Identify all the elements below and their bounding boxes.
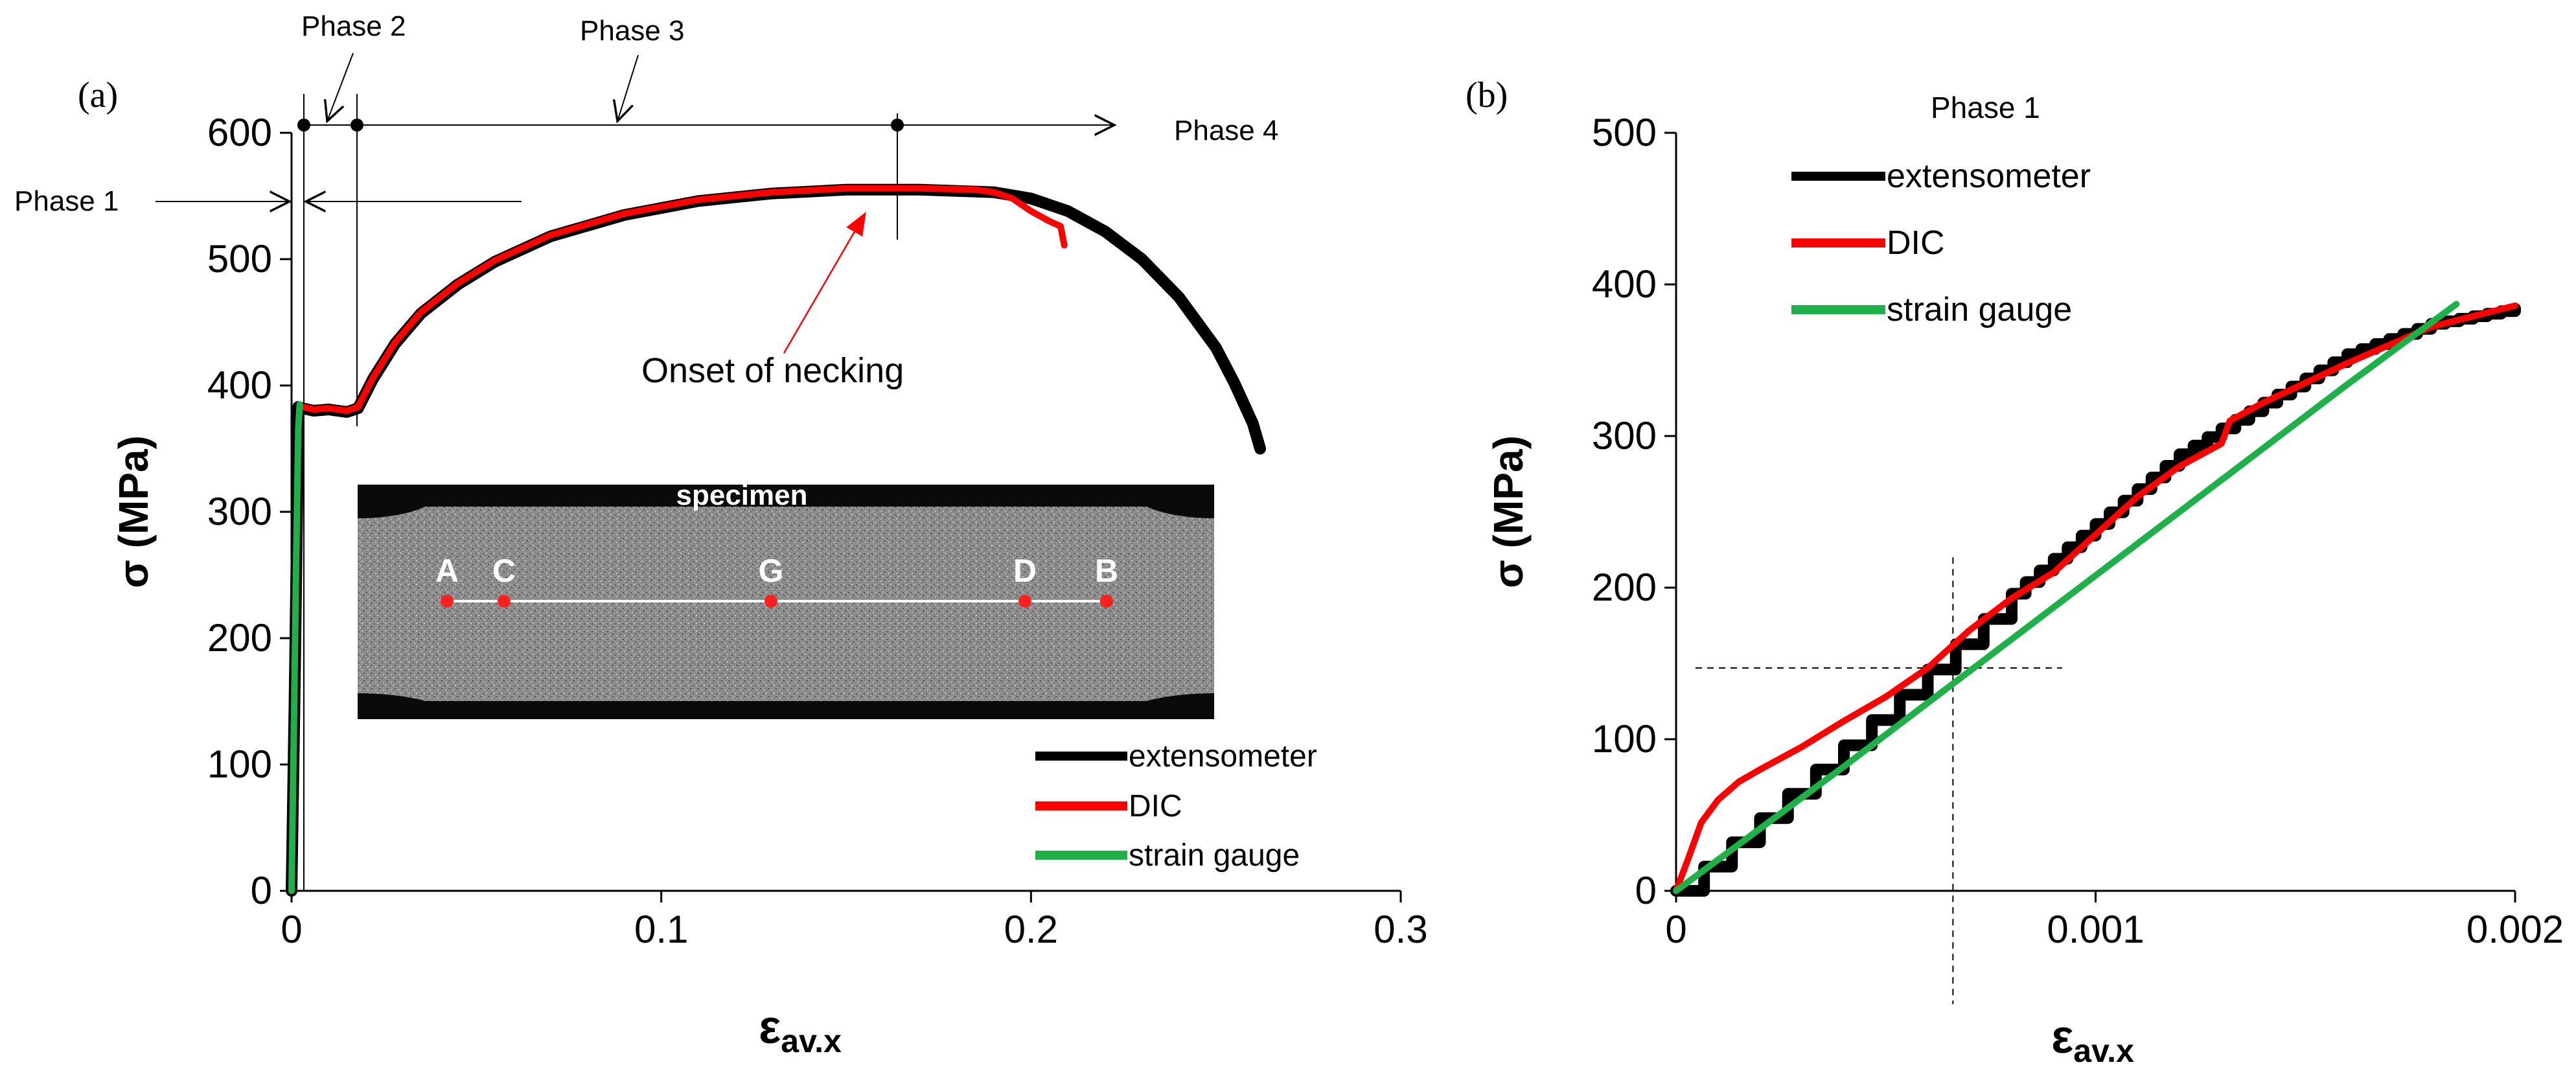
specimen-point-b: [1100, 595, 1113, 608]
panel-b-y-tick-label: 0: [1635, 869, 1657, 912]
panel-b-strain-gauge-line: [1673, 301, 2460, 894]
legend-a-strain-gauge-label: strain gauge: [1129, 838, 1300, 873]
specimen-label: specimen: [676, 479, 808, 511]
panel-a-x-tick-label: 0.2: [1004, 908, 1058, 951]
phase-1-label: Phase 1: [14, 185, 119, 217]
panel-b-extensometer-line: [1670, 303, 2521, 897]
legend-b-strain-gauge-label: strain gauge: [1887, 291, 2072, 328]
panel-a-y-tick-label: 0: [251, 869, 272, 912]
panel-b-y-tick-label: 400: [1592, 262, 1657, 306]
panel-a-ticks: 0 100 200 300 400 500 600 0 0.1 0.2 0.3: [207, 111, 1428, 951]
panel-b-reference-lines: [1696, 557, 2062, 1004]
phase-2-label: Phase 2: [301, 10, 406, 42]
panel-a-y-tick-label: 100: [207, 742, 272, 786]
panel-b-y-tick-label: 300: [1592, 414, 1657, 457]
specimen-point-g: [765, 595, 777, 608]
phase-dot-3: [891, 119, 904, 132]
panel-a-x-tick-label: 0.3: [1374, 908, 1427, 951]
panel-a-label: (a): [78, 75, 118, 115]
legend-a-extensometer-label: extensometer: [1129, 739, 1317, 774]
specimen-grip-top: [358, 485, 1214, 518]
panel-b-y-tick-label: 500: [1592, 111, 1657, 154]
phase-dot-2: [351, 119, 363, 132]
panel-b-x-axis-symbol: ε: [2051, 1011, 2073, 1063]
phase-annotations: Phase 2 Phase 3 Phase 4 Phase 1: [14, 10, 1278, 891]
specimen-point-a: [441, 595, 454, 608]
panel-b-title: Phase 1: [1931, 91, 2040, 124]
necking-arrow: [783, 211, 866, 354]
specimen-point-label-b: B: [1095, 553, 1118, 589]
phase-3-pointer: [617, 54, 639, 121]
panel-b-x-axis-label: εav.x: [2051, 1011, 2134, 1069]
specimen-point-label-g: G: [759, 553, 784, 589]
legend-b-dic-label: DIC: [1887, 224, 1945, 262]
panel-a-x-axis-symbol: ε: [759, 1002, 781, 1053]
phase-dot-1: [297, 119, 310, 132]
panel-b-ticks: 0 100 200 300 400 500 0 0.001 0.002: [1592, 111, 2564, 951]
panel-a-y-tick-label: 500: [207, 237, 272, 281]
panel-a-y-tick-label: 200: [207, 616, 272, 660]
panel-b-label: (b): [1466, 75, 1508, 115]
specimen-point-label-c: C: [492, 553, 516, 589]
panel-a-y-tick-label: 600: [207, 111, 272, 154]
specimen-point-label-a: A: [435, 553, 459, 589]
phase-4-label: Phase 4: [1174, 115, 1278, 146]
panel-b-series: [1670, 301, 2521, 897]
phase-3-label: Phase 3: [580, 15, 684, 47]
specimen-point-c: [498, 595, 511, 608]
panel-b-x-axis-subscript: av.x: [2073, 1033, 2134, 1069]
panel-a-legend: extensometer DIC strain gauge: [1035, 739, 1317, 873]
panel-a: (a) 0 100 200 300 400 500 600 0 0.1 0.2 0.3 σ (MPa…: [14, 10, 1428, 1059]
specimen-point-d: [1018, 595, 1031, 608]
specimen-point-label-d: D: [1013, 553, 1037, 589]
panel-b-y-tick-label: 200: [1592, 566, 1657, 609]
panel-a-x-tick-label: 0.1: [634, 908, 688, 951]
panel-b-y-axis-label: σ (MPa): [1485, 435, 1532, 588]
specimen-grip-bottom: [358, 693, 1214, 719]
necking-label: Onset of necking: [641, 351, 904, 390]
panel-a-x-tick-label: 0: [281, 908, 302, 951]
panel-b-x-tick-label: 0.001: [2047, 908, 2144, 951]
panel-b-y-tick-label: 100: [1592, 717, 1657, 761]
panel-a-y-tick-label: 400: [207, 363, 272, 407]
panel-b-x-tick-label: 0: [1665, 908, 1686, 951]
panel-b-dic-line: [1673, 302, 2518, 894]
panel-a-x-axis-label: εav.x: [759, 1002, 842, 1059]
panel-a-series: [286, 183, 1267, 897]
panel-b-x-tick-label: 0.002: [2467, 908, 2564, 951]
panel-a-y-tick-label: 300: [207, 490, 272, 533]
phase-2-pointer: [327, 52, 354, 121]
panel-a-x-axis-subscript: av.x: [781, 1023, 842, 1059]
legend-a-dic-label: DIC: [1129, 789, 1182, 823]
panel-b-legend: extensometer DIC strain gauge: [1791, 157, 2091, 328]
panel-a-y-axis-label: σ (MPa): [110, 435, 157, 588]
legend-b-extensometer-label: extensometer: [1887, 157, 2091, 195]
